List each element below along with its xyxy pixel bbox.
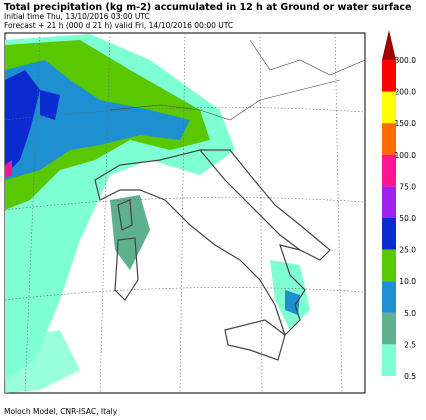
colorbar-label: 200.0 <box>395 88 417 97</box>
colorbar-label: 10.0 <box>399 277 416 286</box>
map <box>4 32 366 394</box>
colorbar: 300.0 200.0 150.0 100.0 75.0 50.0 25.0 10.0 5.0 2… <box>382 30 416 381</box>
colorbar-label: 50.0 <box>399 214 416 223</box>
colorbar-label: 75.0 <box>399 182 416 191</box>
colorbar-band <box>382 186 396 218</box>
colorbar-label: 100.0 <box>395 151 417 160</box>
colorbar-label: 300.0 <box>395 56 417 65</box>
colorbar-band <box>382 60 396 92</box>
colorbar-label: 0.5 <box>404 372 416 381</box>
title: Total precipitation (kg m-2) accumulated… <box>4 2 411 13</box>
colorbar-band <box>382 344 396 376</box>
colorbar-tip <box>382 30 396 60</box>
forecast-time: Forecast + 21 h (000 d 21 h) valid Fri, … <box>4 21 233 30</box>
colorbar-band <box>382 91 396 124</box>
colorbar-label: 5.0 <box>404 309 416 318</box>
colorbar-band <box>382 249 396 282</box>
colorbar-band <box>382 281 396 313</box>
colorbar-band <box>382 123 396 155</box>
colorbar-label: 150.0 <box>395 119 417 128</box>
colorbar-label: 2.5 <box>404 340 416 349</box>
graticule <box>4 32 366 394</box>
coastlines <box>94 39 366 361</box>
initial-time: Initial time Thu, 13/10/2016 03:00 UTC <box>4 12 150 21</box>
colorbar-label: 25.0 <box>399 246 416 255</box>
colorbar-band <box>382 218 396 250</box>
colorbar-band <box>382 312 396 345</box>
colorbar-band <box>382 154 396 187</box>
footer: Moloch Model, CNR-ISAC, Italy <box>4 407 118 416</box>
